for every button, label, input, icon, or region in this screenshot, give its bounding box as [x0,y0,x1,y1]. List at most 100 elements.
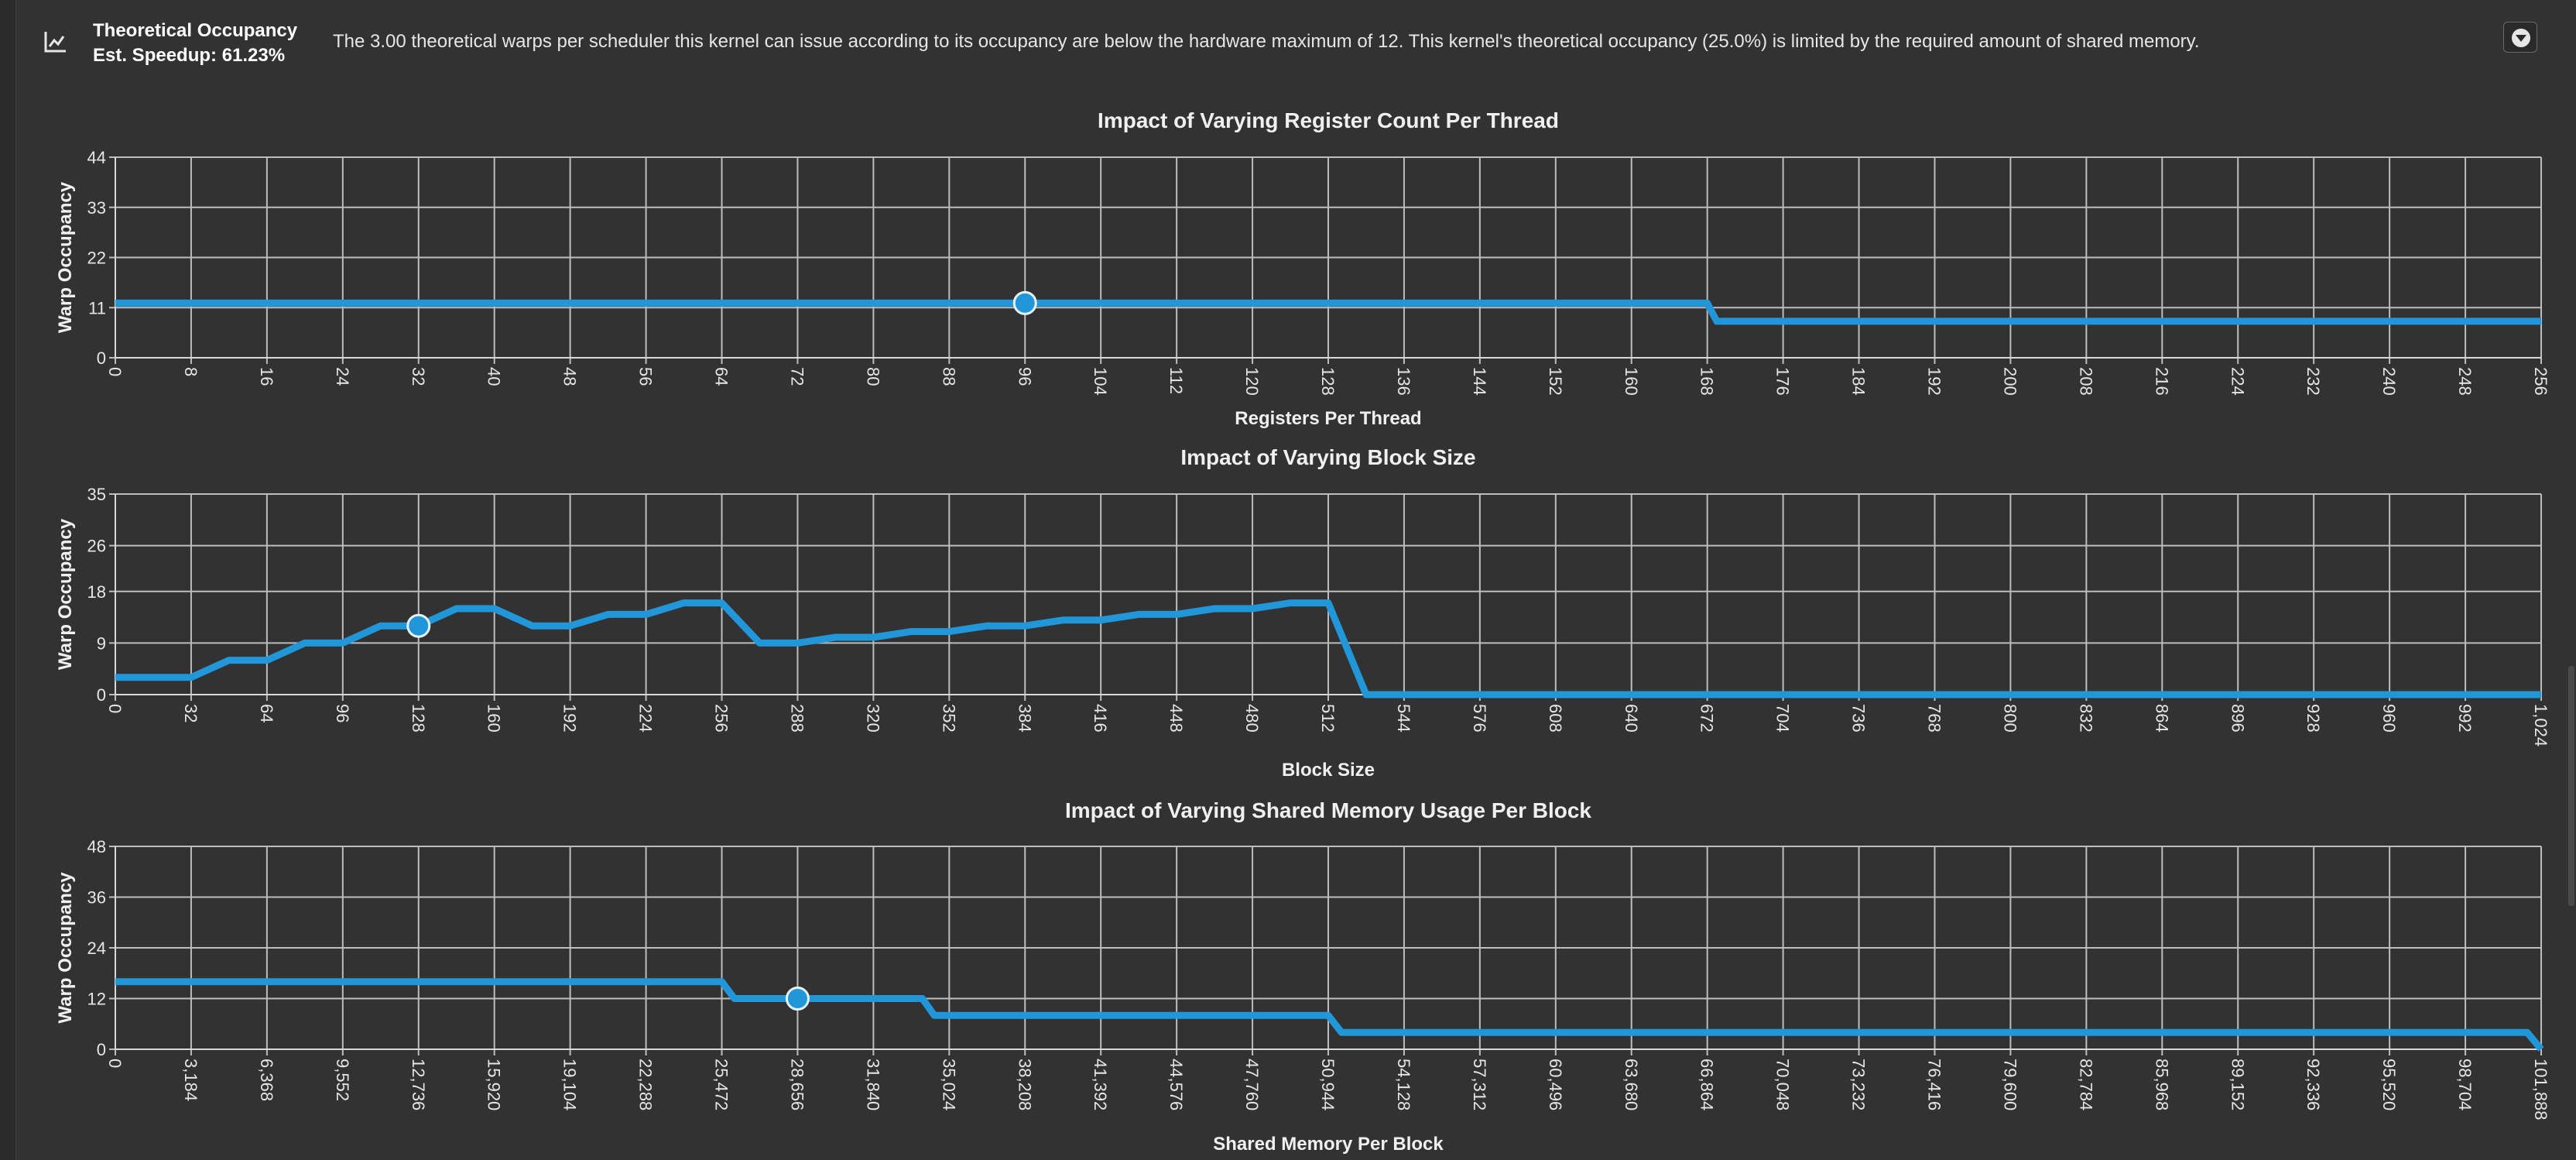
x-tick-label: 216 [2152,367,2171,396]
x-tick-label: 672 [1697,704,1717,733]
x-tick-label: 384 [1015,704,1034,733]
x-axis-label: Block Size [1282,760,1375,781]
x-tick-label: 224 [636,704,656,733]
x-tick-label: 96 [333,704,352,722]
y-tick-label: 0 [97,685,106,705]
x-tick-label: 640 [1622,704,1641,733]
x-tick-label: 79,600 [2000,1059,2019,1110]
x-tick-label: 1,024 [2531,704,2550,746]
y-tick-label: 35 [87,485,106,504]
x-tick-label: 6,368 [257,1059,276,1101]
x-tick-label: 136 [1394,367,1413,396]
y-tick-label: 26 [87,537,106,556]
x-tick-label: 19,104 [560,1059,580,1110]
x-tick-label: 192 [560,704,580,733]
x-tick-label: 9,552 [333,1059,352,1101]
y-tick-label: 9 [97,633,106,653]
y-tick-label: 11 [88,298,106,317]
x-tick-label: 736 [1849,704,1869,733]
block-size-chart: Impact of Varying Block Size 0 32 64 96 128 16… [55,445,2550,781]
x-tick-label: 47,760 [1242,1059,1262,1110]
current-value-marker [785,987,810,1011]
x-tick-label: 256 [2531,367,2550,396]
x-tick-label: 104 [1091,367,1110,396]
occupancy-line [115,299,2541,325]
x-tick-label: 248 [2455,367,2475,396]
x-tick-label: 40 [485,367,504,386]
register-count-chart: Impact of Varying Register Count Per Thr… [55,108,2550,429]
x-tick-label: 72 [787,367,807,386]
chevron-down-circle-icon [2512,29,2530,47]
x-tick-label: 608 [1546,704,1565,733]
line-chart-icon [44,32,66,53]
x-tick-label: 85,968 [2152,1059,2171,1110]
x-tick-label: 232 [2304,367,2323,396]
speedup-text: Est. Speedup: 61.23% [93,45,286,66]
x-tick-label: 96 [1015,367,1034,386]
x-tick-label: 56 [636,367,656,386]
x-tick-label: 15,920 [485,1059,504,1110]
x-tick-label: 25,472 [712,1059,731,1110]
x-tick-label: 448 [1166,704,1186,733]
x-tick-label: 184 [1849,367,1869,396]
x-tick-label: 88 [939,367,958,386]
x-tick-label: 288 [787,704,807,733]
y-axis-label: Warp Occupancy [55,872,76,1024]
collapse-button[interactable] [2503,22,2537,53]
x-tick-label: 60,496 [1546,1059,1565,1110]
x-tick-label: 92,336 [2304,1059,2323,1110]
x-tick-label: 101,888 [2531,1059,2550,1121]
x-tick-label: 31,840 [863,1059,882,1110]
x-tick-label: 3,184 [181,1059,200,1101]
chart-title: Impact of Varying Block Size [1180,445,1475,469]
x-tick-label: 50,944 [1318,1059,1338,1110]
x-tick-label: 28,656 [787,1059,807,1110]
y-tick-label: 24 [87,939,106,958]
x-axis-label: Shared Memory Per Block [1213,1134,1444,1155]
x-tick-label: 0 [105,367,125,376]
x-tick-label: 48 [560,367,580,386]
x-tick-label: 240 [2379,367,2399,396]
x-tick-label: 22,288 [636,1059,656,1110]
x-tick-label: 176 [1773,367,1793,396]
x-tick-label: 89,152 [2228,1059,2247,1110]
x-tick-label: 41,392 [1091,1059,1110,1110]
y-tick-label: 48 [87,837,106,856]
y-tick-label: 0 [97,348,106,368]
left-gutter [0,0,16,1160]
x-tick-label: 44,576 [1166,1059,1186,1110]
y-tick-label: 33 [87,198,106,218]
x-tick-label: 256 [712,704,731,733]
current-value-marker [406,613,431,638]
x-tick-label: 224 [2228,367,2247,396]
y-tick-label: 18 [87,582,106,602]
vertical-scrollbar[interactable] [2568,666,2574,906]
x-tick-label: 24 [333,367,352,386]
x-tick-label: 832 [2076,704,2095,733]
section-header: Theoretical Occupancy Est. Speedup: 61.2… [0,0,2576,74]
x-tick-label: 960 [2379,704,2399,733]
x-tick-label: 768 [1925,704,1944,733]
x-tick-label: 95,520 [2379,1059,2399,1110]
x-tick-label: 168 [1697,367,1717,396]
x-tick-label: 200 [2000,367,2019,396]
x-tick-label: 864 [2152,704,2171,733]
y-axis-label: Warp Occupancy [55,181,76,333]
x-tick-label: 57,312 [1470,1059,1489,1110]
x-tick-label: 192 [1925,367,1944,396]
x-tick-label: 704 [1773,704,1793,733]
x-tick-label: 54,128 [1394,1059,1413,1110]
x-tick-label: 80 [863,367,882,386]
y-tick-label: 44 [87,148,106,167]
x-tick-label: 70,048 [1773,1059,1793,1110]
x-tick-label: 576 [1470,704,1489,733]
x-tick-label: 8 [181,367,200,376]
y-axis-label: Warp Occupancy [55,518,76,670]
x-tick-label: 160 [485,704,504,733]
chart-title: Impact of Varying Shared Memory Usage Pe… [1065,798,1591,822]
x-tick-label: 82,784 [2076,1059,2095,1110]
y-tick-label: 36 [87,888,106,908]
x-tick-label: 128 [1318,367,1338,396]
x-tick-label: 120 [1242,367,1262,396]
x-tick-label: 0 [105,1059,125,1068]
